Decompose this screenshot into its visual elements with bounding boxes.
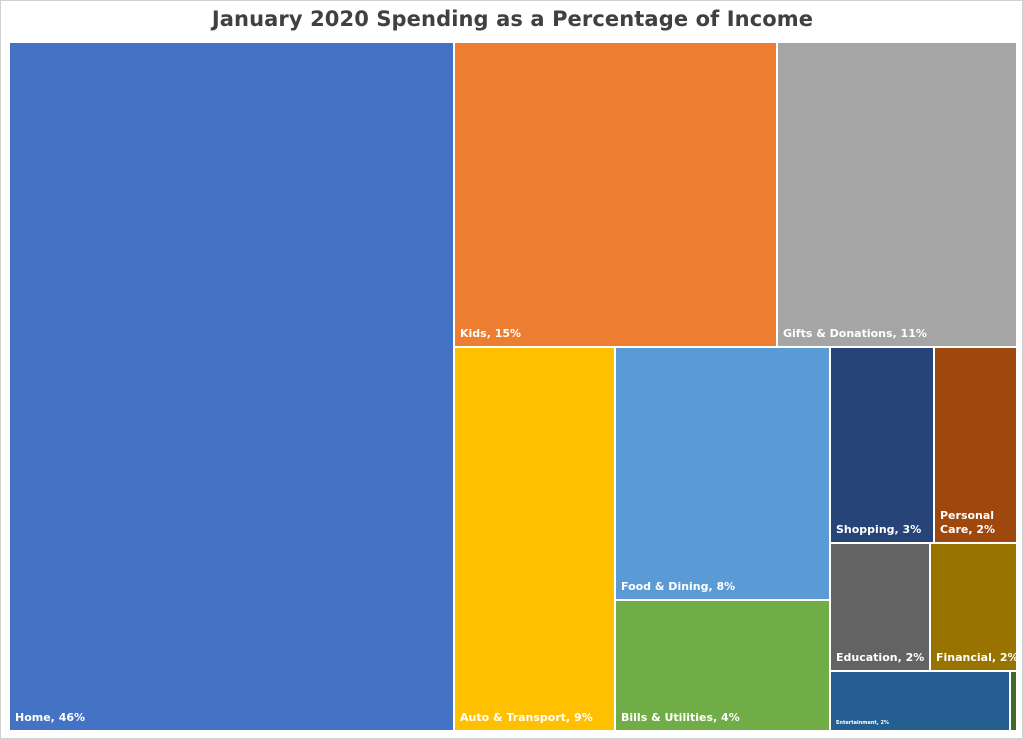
- tile-kids: Kids, 15%: [455, 43, 778, 348]
- tile-label-shopping: Shopping, 3%: [836, 523, 922, 536]
- tile-bills-and-utilities: Bills & Utilities, 4%: [616, 601, 831, 732]
- tile-shopping: Shopping, 3%: [831, 348, 935, 544]
- treemap-area: Home, 46% Kids, 15% Gifts & Donations, 11%…: [10, 43, 1019, 732]
- tile-label-kids: Kids, 15%: [460, 327, 522, 340]
- tile-label-home: Home, 46%: [15, 711, 86, 724]
- tile-gifts-and-donations: Gifts & Donations, 11%: [778, 43, 1018, 348]
- tile-auto-and-transport: Auto & Transport, 9%: [455, 348, 616, 732]
- tile-unlabeled-sliver: [1011, 672, 1018, 732]
- tile-education: Education, 2%: [831, 544, 931, 672]
- tile-financial: Financial, 2%: [931, 544, 1019, 672]
- tile-label-personal-care: Personal Care, 2%: [940, 509, 996, 536]
- tile-label-entertainment: Entertainment, 2%: [836, 720, 889, 726]
- chart-title: January 2020 Spending as a Percentage of…: [211, 7, 814, 31]
- tile-label-auto-and-transport: Auto & Transport, 9%: [460, 711, 593, 724]
- tile-label-financial: Financial, 2%: [936, 651, 1019, 664]
- tile-label-food-and-dining: Food & Dining, 8%: [621, 580, 736, 593]
- tile-label-gifts-and-donations: Gifts & Donations, 11%: [783, 327, 927, 340]
- tile-label-bills-and-utilities: Bills & Utilities, 4%: [621, 711, 740, 724]
- tile-personal-care: Personal Care, 2%: [935, 348, 1018, 544]
- tile-entertainment: Entertainment, 2%: [831, 672, 1011, 732]
- tile-food-and-dining: Food & Dining, 8%: [616, 348, 831, 601]
- tile-label-education: Education, 2%: [836, 651, 925, 664]
- tile-home: Home, 46%: [10, 43, 455, 732]
